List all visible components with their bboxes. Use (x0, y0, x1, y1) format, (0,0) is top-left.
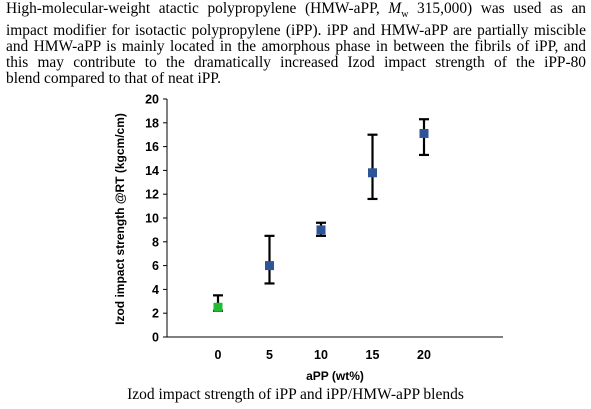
y-tick-label: 4 (152, 283, 159, 297)
data-points (213, 118, 429, 312)
data-point-marker (213, 302, 223, 312)
y-tick-label: 20 (145, 93, 159, 107)
data-point-marker (265, 261, 274, 271)
y-tick-label: 0 (152, 331, 159, 345)
abstract-line-5: blend compared to that of neat iPP. (6, 70, 221, 88)
mw-symbol: M (388, 0, 402, 17)
data-point-marker (316, 225, 326, 235)
data-point-group (264, 234, 275, 285)
data-point-group (213, 294, 223, 312)
x-tick-label: 20 (417, 348, 431, 362)
y-tick-label: 14 (145, 164, 159, 178)
x-axis-ticks: 0 5 10 15 20 (215, 348, 431, 362)
data-point-group (419, 118, 429, 157)
x-axis-label: aPP (wt%) (306, 369, 364, 383)
y-tick-label: 18 (145, 116, 159, 130)
abstract-line-1-end: 315,000) was used as an (408, 0, 586, 17)
mw-subscript: w (401, 9, 409, 21)
data-point-group (367, 133, 378, 201)
y-tick-label: 8 (152, 235, 159, 249)
y-tick-label: 16 (145, 140, 159, 154)
x-tick-label: 15 (366, 348, 380, 362)
abstract-paragraph: High-molecular-weight atactic polypropyl… (6, 1, 586, 87)
data-point-marker (419, 129, 429, 139)
y-axis-label: Izod impact strength @RT (kgcm/cm) (113, 113, 127, 325)
y-tick-label: 10 (145, 212, 159, 226)
x-tick-label: 0 (215, 348, 222, 362)
abstract-line-2: impact modifier for isotactic polypropyl… (6, 22, 586, 40)
x-tick-label: 10 (314, 348, 328, 362)
abstract-line-1: High-molecular-weight atactic polypropyl… (6, 1, 586, 23)
y-tick-label: 6 (152, 259, 159, 273)
data-point-marker (368, 168, 377, 178)
y-tick-label: 2 (152, 307, 159, 321)
y-axis-ticks: 0 2 4 6 8 10 12 14 16 18 20 (145, 93, 167, 345)
abstract-line-4: this may contribute to the dramatically … (6, 54, 586, 72)
x-tick-label: 5 (266, 348, 273, 362)
figure-caption: Izod impact strength of iPP and iPP/HMW-… (127, 386, 464, 403)
data-point-group (316, 221, 326, 237)
y-tick-label: 12 (145, 188, 159, 202)
abstract-line-3: and HMW-aPP is mainly located in the amo… (6, 38, 586, 56)
impact-strength-chart: 0 2 4 6 8 10 12 14 16 18 20 0 5 10 15 20 aPP (wt%) Izo… (113, 93, 503, 383)
abstract-line-1-start: High-molecular-weight atactic polypropyl… (6, 0, 389, 17)
